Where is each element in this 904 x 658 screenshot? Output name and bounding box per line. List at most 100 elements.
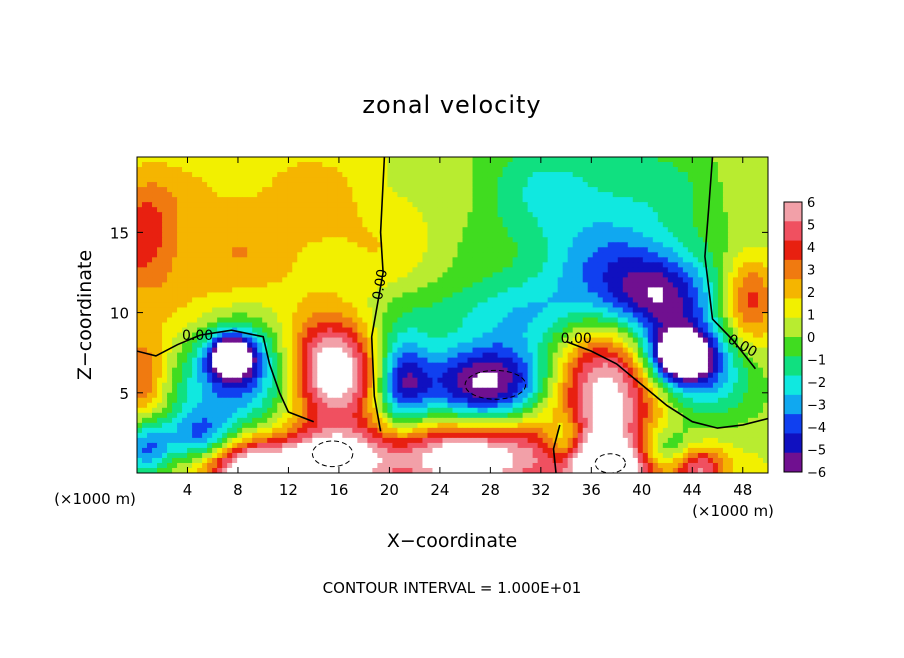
field-cell	[197, 262, 203, 268]
field-cell	[682, 332, 689, 339]
field-cell	[252, 297, 258, 304]
field-cell	[482, 222, 489, 228]
field-cell	[317, 157, 323, 163]
field-cell	[662, 237, 669, 243]
field-cell	[232, 162, 238, 168]
field-cell	[457, 287, 464, 294]
field-cell	[227, 262, 233, 268]
field-cell	[232, 217, 238, 223]
field-cell	[457, 222, 464, 228]
field-cell	[277, 222, 283, 228]
field-cell	[142, 197, 148, 203]
field-cell	[467, 302, 474, 309]
field-cell	[232, 272, 238, 278]
field-cell	[187, 232, 193, 238]
field-cell	[422, 182, 429, 188]
field-cell	[702, 222, 709, 228]
field-cell	[372, 207, 378, 213]
field-cell	[292, 322, 298, 329]
field-cell	[277, 212, 283, 218]
field-cell	[257, 262, 263, 268]
field-cell	[617, 222, 624, 228]
field-cell	[312, 257, 318, 263]
field-cell	[212, 167, 218, 173]
field-cell	[622, 327, 629, 334]
field-cell	[167, 242, 173, 248]
field-cell	[347, 212, 353, 218]
field-cell	[582, 332, 589, 339]
field-cell	[472, 157, 479, 163]
field-cell	[467, 167, 474, 173]
field-cell	[412, 352, 419, 359]
field-cell	[282, 207, 288, 213]
field-cell	[622, 222, 629, 228]
field-cell	[227, 197, 233, 203]
field-cell	[522, 307, 529, 314]
field-cell	[582, 327, 589, 334]
field-cell	[152, 197, 158, 203]
field-cell	[197, 182, 203, 188]
field-cell	[342, 242, 348, 248]
field-cell	[337, 257, 343, 263]
field-cell	[717, 162, 724, 168]
field-cell	[537, 262, 544, 268]
field-cell	[607, 202, 614, 208]
field-cell	[372, 332, 378, 339]
field-cell	[397, 202, 404, 208]
field-cell	[537, 302, 544, 309]
field-cell	[707, 157, 714, 163]
field-cell	[477, 232, 484, 238]
field-cell	[642, 292, 649, 299]
field-cell	[387, 317, 394, 324]
field-cell	[662, 212, 669, 218]
field-cell	[462, 217, 469, 223]
field-cell	[212, 162, 218, 168]
field-cell	[247, 162, 253, 168]
field-cell	[502, 292, 509, 299]
field-cell	[642, 312, 649, 319]
field-cell	[252, 302, 258, 309]
field-cell	[212, 252, 218, 258]
field-cell	[607, 192, 614, 198]
field-cell	[632, 172, 639, 178]
field-cell	[287, 187, 293, 193]
field-cell	[232, 312, 238, 319]
field-cell	[487, 272, 494, 278]
field-cell	[242, 207, 248, 213]
field-cell	[682, 252, 689, 258]
field-cell	[592, 177, 599, 183]
field-cell	[617, 202, 624, 208]
field-cell	[137, 327, 143, 334]
field-cell	[497, 172, 504, 178]
field-cell	[287, 302, 293, 309]
field-cell	[732, 332, 739, 339]
field-cell	[627, 242, 634, 248]
field-cell	[497, 352, 504, 359]
field-cell	[522, 297, 529, 304]
field-cell	[492, 237, 499, 243]
field-cell	[592, 217, 599, 223]
field-cell	[597, 172, 604, 178]
field-cell	[157, 292, 163, 299]
field-cell	[192, 332, 198, 339]
field-cell	[622, 297, 629, 304]
field-cell	[462, 327, 469, 334]
field-cell	[187, 317, 193, 324]
field-cell	[237, 322, 243, 329]
field-cell	[652, 282, 659, 289]
field-cell	[437, 292, 444, 299]
field-cell	[682, 237, 689, 243]
field-cell	[152, 302, 158, 309]
field-cell	[327, 217, 333, 223]
field-cell	[547, 267, 554, 273]
field-cell	[487, 247, 494, 253]
field-cell	[742, 267, 749, 273]
field-cell	[472, 302, 479, 309]
field-cell	[717, 157, 724, 163]
field-cell	[607, 252, 614, 258]
field-cell	[437, 327, 444, 334]
field-cell	[677, 197, 684, 203]
field-cell	[692, 252, 699, 258]
field-cell	[197, 202, 203, 208]
field-cell	[162, 342, 168, 349]
